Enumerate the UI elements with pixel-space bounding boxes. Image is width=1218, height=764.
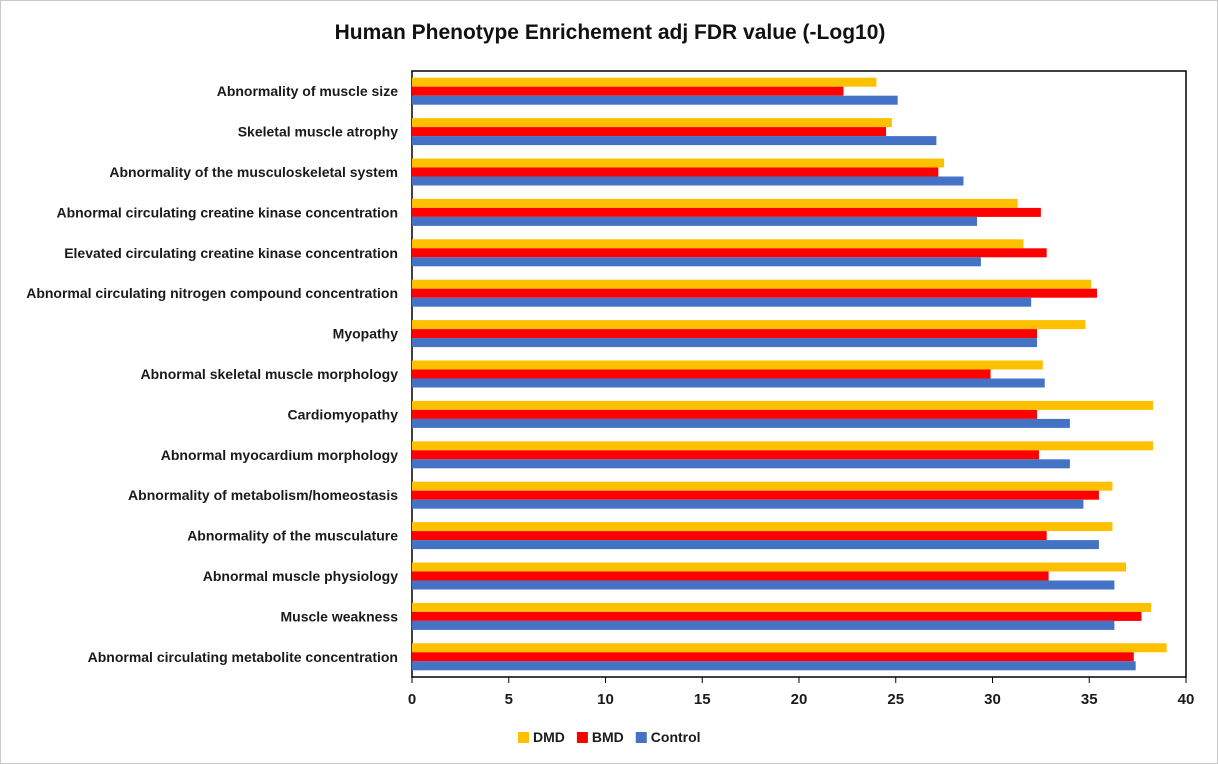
bar-dmd-abnormal-myocardium-morphology: [412, 441, 1154, 451]
legend-swatch-control: [635, 732, 647, 743]
bar-dmd-abnormality-of-muscle-size: [412, 77, 877, 87]
category-label: Abnormality of the musculature: [187, 528, 398, 544]
category-label: Abnormal muscle physiology: [203, 568, 398, 584]
bar-control-cardiomyopathy: [412, 418, 1070, 428]
bar-dmd-cardiomyopathy: [412, 400, 1154, 410]
bar-control-skeletal-muscle-atrophy: [412, 136, 937, 146]
bar-bmd-abnormal-skeletal-muscle-morphology: [412, 369, 991, 379]
bar-control-abnormality-of-the-musculature: [412, 540, 1099, 550]
legend-label-control: Control: [651, 729, 701, 745]
bar-dmd-abnormal-circulating-nitrogen-compound-concentration: [412, 279, 1092, 289]
bar-bmd-abnormality-of-the-musculature: [412, 531, 1047, 541]
category-label: Abnormal myocardium morphology: [161, 447, 398, 463]
x-axis-ticks: 0 5 10 15 20 25 30 35 40: [408, 677, 1195, 708]
category-label: Cardiomyopathy: [288, 406, 399, 422]
bar-dmd-abnormality-of-the-musculature: [412, 522, 1113, 532]
bar-bmd-abnormality-of-the-musculoskeletal-system: [412, 167, 939, 177]
bar-dmd-abnormal-circulating-creatine-kinase-concentration: [412, 198, 1018, 208]
bar-bmd-abnormal-circulating-nitrogen-compound-concentration: [412, 288, 1097, 298]
bar-dmd-abnormal-muscle-physiology: [412, 562, 1127, 572]
x-tick-label: 5: [505, 691, 513, 708]
category-label: Abnormal circulating metabolite concentr…: [88, 649, 398, 665]
bar-control-abnormality-of-metabolism-homeostasis: [412, 499, 1084, 509]
x-tick-label: 15: [694, 691, 711, 708]
bar-bmd-elevated-circulating-creatine-kinase-concentration: [412, 248, 1047, 258]
bar-control-elevated-circulating-creatine-kinase-concentration: [412, 257, 981, 267]
bar-bmd-abnormal-circulating-creatine-kinase-concentration: [412, 207, 1041, 217]
category-label: Abnormality of muscle size: [217, 83, 398, 99]
bar-dmd-skeletal-muscle-atrophy: [412, 118, 892, 128]
bar-bmd-abnormal-myocardium-morphology: [412, 450, 1039, 460]
bar-control-myopathy: [412, 338, 1038, 348]
bar-bmd-abnormal-circulating-metabolite-concentration: [412, 652, 1134, 662]
bar-control-abnormality-of-muscle-size: [412, 95, 898, 105]
legend-label-bmd: BMD: [592, 729, 624, 745]
bar-bmd-muscle-weakness: [412, 611, 1142, 621]
category-label: Muscle weakness: [280, 608, 398, 624]
bar-control-abnormal-muscle-physiology: [412, 580, 1115, 590]
x-tick-label: 0: [408, 691, 416, 708]
category-label: Myopathy: [333, 326, 399, 342]
category-label: Abnormality of metabolism/homeostasis: [128, 487, 398, 503]
x-tick-label: 10: [597, 691, 614, 708]
bar-bmd-myopathy: [412, 329, 1038, 339]
category-labels: Abnormality of muscle size Skeletal muscl…: [26, 83, 398, 665]
bar-dmd-myopathy: [412, 320, 1086, 330]
legend: DMD BMD Control: [518, 729, 701, 745]
bar-dmd-elevated-circulating-creatine-kinase-concentration: [412, 239, 1024, 249]
bar-control-abnormal-circulating-creatine-kinase-concentration: [412, 216, 978, 226]
bar-control-abnormal-skeletal-muscle-morphology: [412, 378, 1045, 388]
legend-swatch-dmd: [518, 732, 529, 743]
bar-control-abnormality-of-the-musculoskeletal-system: [412, 176, 964, 186]
bar-bmd-abnormal-muscle-physiology: [412, 571, 1049, 581]
category-label: Abnormal circulating creatine kinase con…: [56, 204, 398, 220]
category-label: Abnormality of the musculoskeletal syste…: [109, 164, 398, 180]
bar-dmd-abnormality-of-metabolism-homeostasis: [412, 481, 1113, 491]
bar-series-group: [412, 77, 1167, 671]
category-label: Abnormal skeletal muscle morphology: [140, 366, 398, 382]
bar-dmd-muscle-weakness: [412, 602, 1152, 612]
category-label: Skeletal muscle atrophy: [238, 124, 399, 140]
x-tick-label: 20: [791, 691, 808, 708]
x-tick-label: 40: [1178, 691, 1195, 708]
bar-control-abnormal-circulating-metabolite-concentration: [412, 661, 1136, 671]
chart-title: Human Phenotype Enrichement adj FDR valu…: [335, 21, 886, 44]
bar-control-abnormal-circulating-nitrogen-compound-concentration: [412, 297, 1032, 307]
x-tick-label: 25: [887, 691, 904, 708]
bar-dmd-abnormal-skeletal-muscle-morphology: [412, 360, 1043, 370]
bar-bmd-skeletal-muscle-atrophy: [412, 127, 887, 137]
bar-bmd-abnormality-of-metabolism-homeostasis: [412, 490, 1099, 500]
category-label: Elevated circulating creatine kinase con…: [64, 245, 398, 261]
bar-dmd-abnormal-circulating-metabolite-concentration: [412, 643, 1167, 653]
bar-control-muscle-weakness: [412, 620, 1115, 630]
x-tick-label: 30: [984, 691, 1001, 708]
bar-bmd-abnormality-of-muscle-size: [412, 86, 844, 96]
legend-label-dmd: DMD: [533, 729, 565, 745]
legend-swatch-bmd: [576, 732, 588, 743]
bar-control-abnormal-myocardium-morphology: [412, 459, 1070, 469]
x-tick-label: 35: [1081, 691, 1098, 708]
category-label: Abnormal circulating nitrogen compound c…: [26, 285, 398, 301]
bar-bmd-cardiomyopathy: [412, 409, 1038, 419]
bar-dmd-abnormality-of-the-musculoskeletal-system: [412, 158, 945, 168]
